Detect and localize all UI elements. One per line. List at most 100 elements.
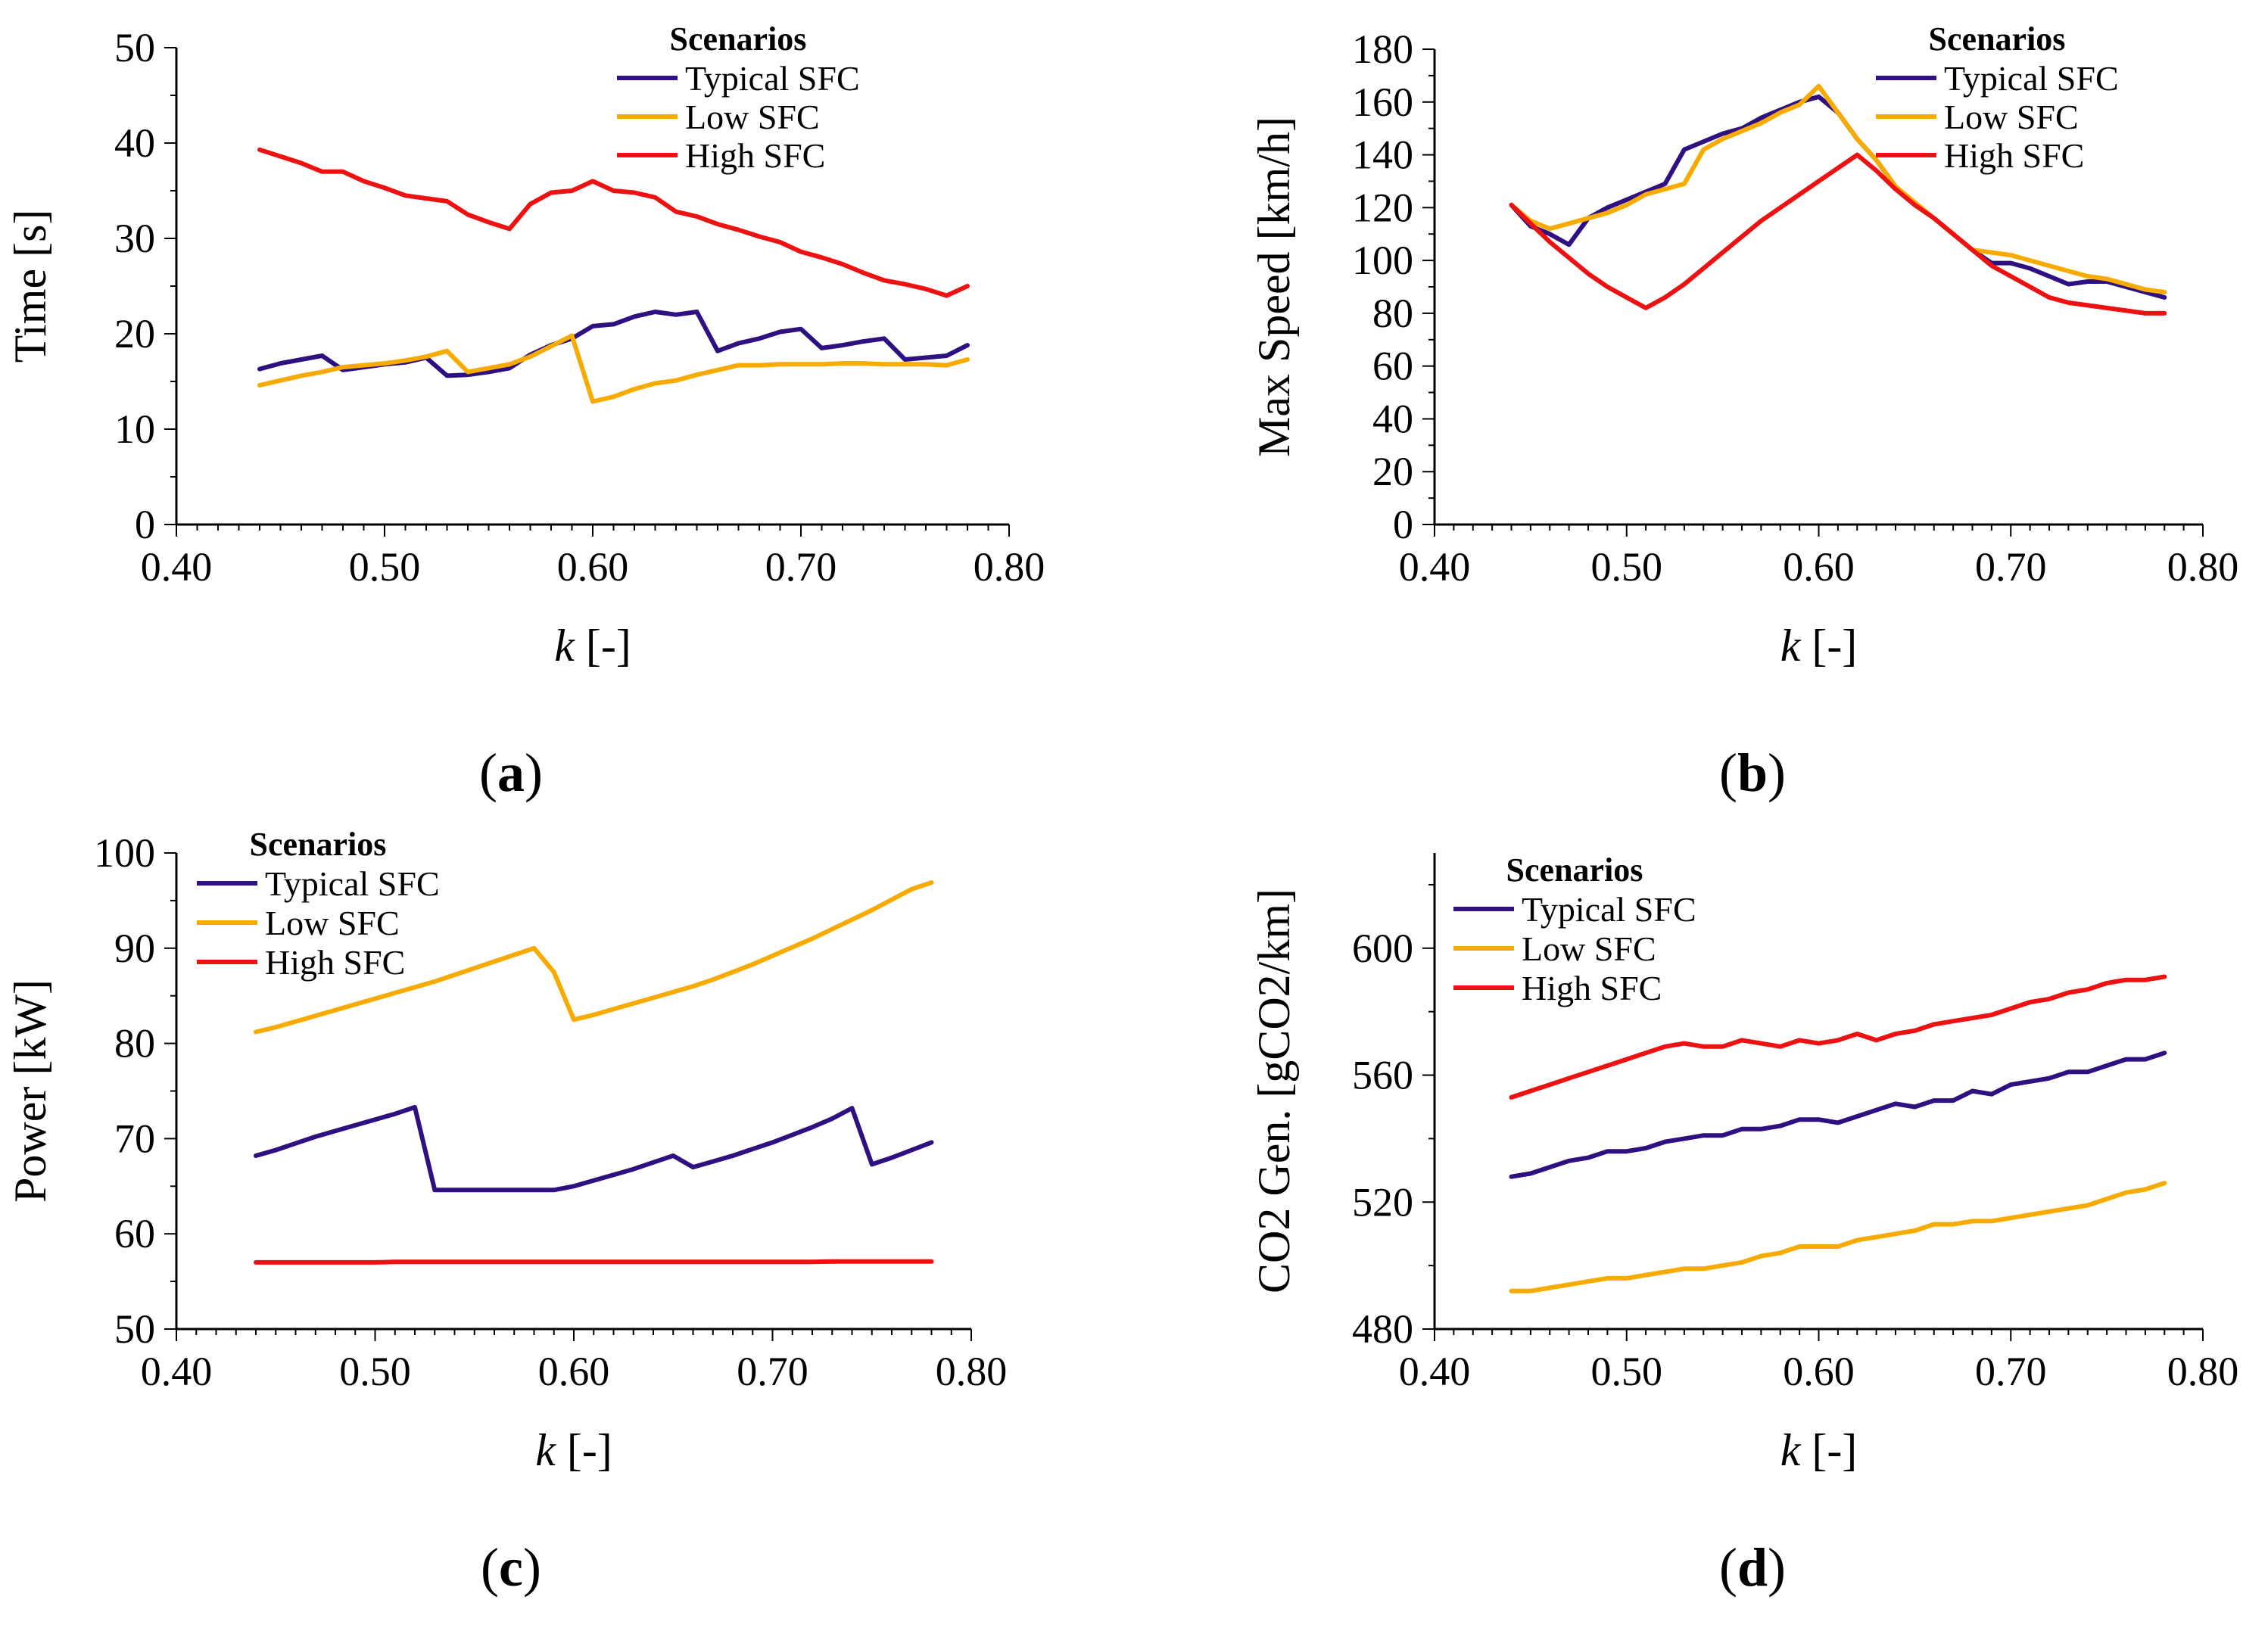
x-tick-label-b: 0.40: [1399, 544, 1471, 590]
legend-label-d-high: High SFC: [1522, 969, 1662, 1007]
x-tick-label-d: 0.70: [1975, 1349, 2047, 1394]
y-tick-label-b: 80: [1372, 291, 1413, 336]
caption-c-open: (: [481, 1537, 500, 1598]
y-tick-label-b: 60: [1372, 344, 1413, 389]
y-tick-label-b: 160: [1352, 79, 1413, 125]
y-tick-label-a: 40: [114, 120, 155, 166]
x-axis-title-unit-b: [-]: [1800, 621, 1857, 671]
caption-d: (d): [1639, 1536, 1866, 1599]
y-tick-label-c: 80: [114, 1021, 155, 1066]
x-axis-title-unit-d: [-]: [1800, 1425, 1857, 1475]
x-tick-label-d: 0.50: [1591, 1349, 1663, 1394]
y-tick-label-b: 140: [1352, 132, 1413, 178]
y-tick-label-a: 50: [114, 25, 155, 70]
legend-title-c: Scenarios: [250, 826, 387, 863]
series-line-a-low: [257, 333, 970, 404]
y-tick-label-d: 600: [1352, 926, 1413, 971]
series-line-d-low: [1509, 1181, 2167, 1293]
y-tick-label-b: 40: [1372, 396, 1413, 441]
x-tick-label-a: 0.80: [974, 544, 1045, 590]
chart-a: 0.40 0.50 0.60 0.70 0.80 0 10 20 30 40 50 k [-] Time…: [5, 20, 1045, 671]
y-axis-title-d: CO2 Gen. [gCO2/km]: [1249, 889, 1299, 1293]
y-tick-label-c: 70: [114, 1116, 155, 1161]
caption-c-letter: c: [499, 1537, 523, 1598]
x-axis-title-variable-d: k: [1780, 1425, 1802, 1475]
y-axis-title-b: Max Speed [km/h]: [1249, 117, 1299, 457]
y-tick-label-c: 90: [114, 926, 155, 971]
caption-a: (a): [397, 742, 625, 805]
y-tick-label-a: 30: [114, 216, 155, 261]
x-axis-title-c: k [-]: [535, 1425, 612, 1475]
y-tick-label-b: 100: [1352, 238, 1413, 283]
legend-label-b-typical: Typical SFC: [1944, 59, 2119, 98]
legend-label-b-low: Low SFC: [1944, 98, 2079, 136]
x-tick-label-c: 0.50: [339, 1349, 411, 1394]
caption-b-letter: b: [1737, 742, 1768, 803]
x-tick-label-a: 0.50: [349, 544, 421, 590]
x-axis-title-d: k [-]: [1780, 1425, 1858, 1475]
legend-title-b: Scenarios: [1929, 20, 2066, 58]
y-axis-title-c: Power [kW]: [5, 979, 55, 1203]
y-tick-label-d: 520: [1352, 1179, 1413, 1225]
x-axis-title-variable-a: k: [554, 621, 575, 671]
chart-c: 0.40 0.50 0.60 0.70 0.80 50 60 70 80 90 100 k [-] Po…: [5, 826, 1007, 1475]
y-tick-label-c: 100: [94, 830, 155, 876]
legend-label-c-low: Low SFC: [265, 904, 400, 942]
caption-c: (c): [397, 1536, 625, 1599]
legend-label-c-high: High SFC: [265, 943, 405, 982]
series-line-b-high: [1509, 152, 2167, 316]
caption-b-open: (: [1718, 742, 1737, 803]
y-tick-label-c: 60: [114, 1211, 155, 1256]
legend-label-b-high: High SFC: [1944, 136, 2084, 175]
y-tick-label-d: 480: [1352, 1306, 1413, 1352]
x-tick-label-d: 0.80: [2167, 1349, 2239, 1394]
x-tick-label-d: 0.40: [1399, 1349, 1471, 1394]
caption-a-open: (: [479, 742, 497, 803]
x-tick-label-a: 0.40: [141, 544, 213, 590]
x-tick-label-c: 0.80: [936, 1349, 1008, 1394]
y-tick-label-a: 0: [135, 502, 155, 547]
y-tick-label-b: 120: [1352, 185, 1413, 230]
y-tick-label-a: 20: [114, 311, 155, 356]
x-axis-title-b: k [-]: [1780, 621, 1858, 671]
y-axis-title-a: Time [s]: [5, 210, 55, 363]
caption-a-letter: a: [497, 742, 525, 803]
x-tick-label-c: 0.70: [737, 1349, 808, 1394]
legend-label-d-low: Low SFC: [1522, 929, 1656, 968]
y-tick-label-b: 180: [1352, 26, 1413, 72]
series-line-d-high: [1509, 974, 2167, 1100]
x-tick-label-b: 0.70: [1975, 544, 2047, 590]
x-tick-label-b: 0.50: [1591, 544, 1663, 590]
x-tick-label-a: 0.70: [765, 544, 837, 590]
legend-label-a-low: Low SFC: [685, 98, 820, 136]
x-axis-title-unit-c: [-]: [556, 1425, 612, 1475]
x-axis-title-variable-c: k: [535, 1425, 556, 1475]
caption-c-close: ): [522, 1537, 541, 1598]
x-axis-title-a: k [-]: [554, 621, 631, 671]
legend-label-a-high: High SFC: [685, 136, 825, 175]
legend-title-a: Scenarios: [670, 20, 807, 58]
chart-d: 0.40 0.50 0.60 0.70 0.80 480 520 560 600 k [-] CO2…: [1249, 851, 2238, 1475]
x-tick-label-b: 0.60: [1783, 544, 1855, 590]
legend-label-d-typical: Typical SFC: [1522, 890, 1696, 929]
series-line-d-typical: [1509, 1051, 2167, 1179]
y-tick-label-a: 10: [114, 406, 155, 452]
x-axis-title-variable-b: k: [1780, 621, 1802, 671]
legend-title-d: Scenarios: [1506, 851, 1643, 889]
caption-d-letter: d: [1737, 1537, 1768, 1598]
y-tick-label-b: 0: [1393, 502, 1413, 547]
y-tick-label-d: 560: [1352, 1053, 1413, 1098]
x-tick-label-c: 0.40: [141, 1349, 213, 1394]
series-line-a-high: [257, 147, 970, 298]
caption-b-close: ): [1768, 742, 1786, 803]
x-tick-label-c: 0.60: [538, 1349, 610, 1394]
x-tick-label-a: 0.60: [557, 544, 629, 590]
x-tick-label-b: 0.80: [2167, 544, 2239, 590]
legend-label-a-typical: Typical SFC: [685, 59, 860, 98]
x-axis-title-unit-a: [-]: [575, 621, 631, 671]
y-tick-label-c: 50: [114, 1306, 155, 1352]
